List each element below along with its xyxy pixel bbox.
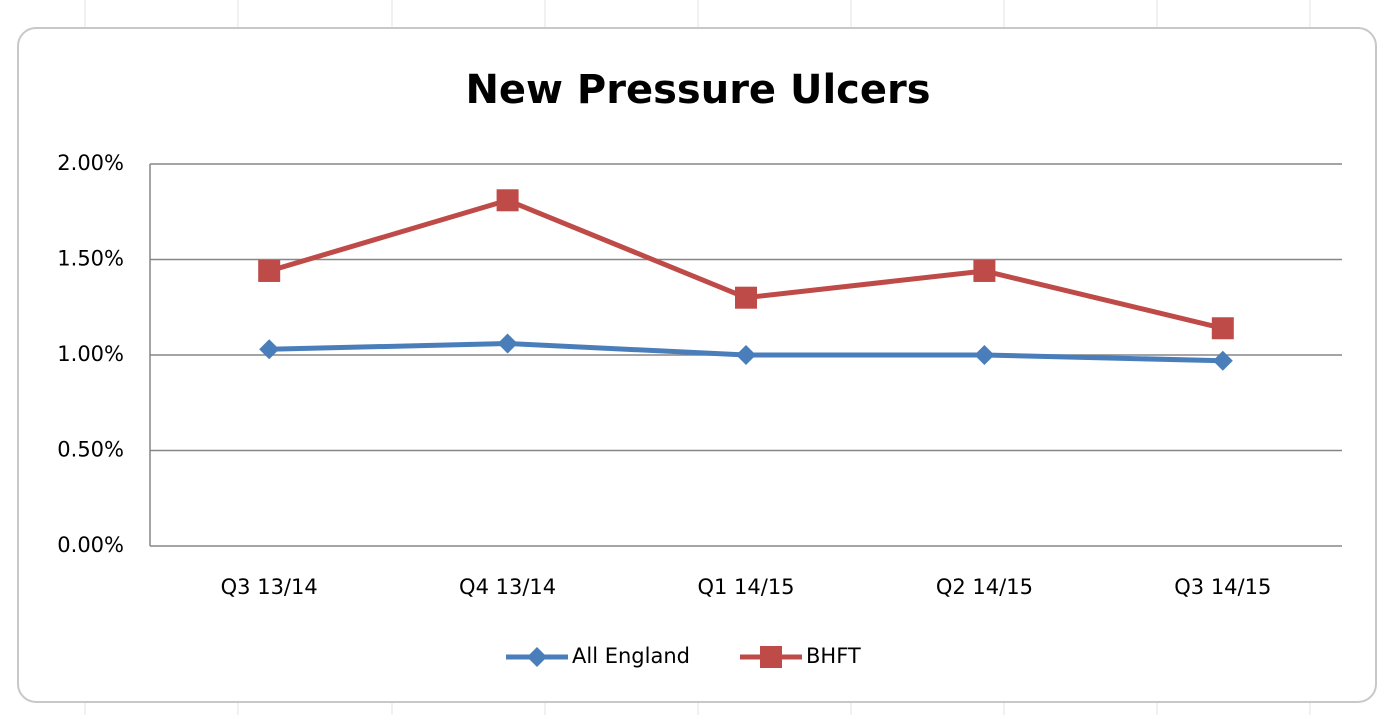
x-tick-label: Q3 14/15 bbox=[1174, 575, 1271, 599]
x-tick-label: Q4 13/14 bbox=[459, 575, 556, 599]
y-tick-label: 2.00% bbox=[57, 151, 124, 175]
legend-marker bbox=[760, 646, 782, 668]
data-point bbox=[1211, 317, 1234, 340]
data-point bbox=[973, 259, 996, 282]
y-tick-label: 1.50% bbox=[57, 247, 124, 271]
y-tick-label: 0.50% bbox=[57, 438, 124, 462]
data-point bbox=[258, 259, 281, 282]
data-point bbox=[974, 345, 995, 365]
chart-title: New Pressure Ulcers bbox=[465, 67, 930, 113]
x-tick-label: Q3 13/14 bbox=[221, 575, 318, 599]
x-tick-label: Q1 14/15 bbox=[697, 575, 794, 599]
x-tick-label: Q2 14/15 bbox=[936, 575, 1033, 599]
data-point bbox=[736, 345, 756, 365]
y-tick-label: 0.00% bbox=[57, 533, 124, 557]
data-point bbox=[1212, 350, 1233, 371]
legend-label: All England bbox=[572, 644, 690, 668]
data-point bbox=[259, 339, 280, 360]
y-tick-label: 1.00% bbox=[57, 342, 124, 366]
data-point bbox=[497, 333, 518, 354]
legend-marker bbox=[527, 647, 547, 667]
chart-area bbox=[17, 27, 1377, 703]
data-point bbox=[496, 189, 519, 212]
data-point bbox=[735, 286, 757, 309]
legend-label: BHFT bbox=[806, 644, 861, 668]
